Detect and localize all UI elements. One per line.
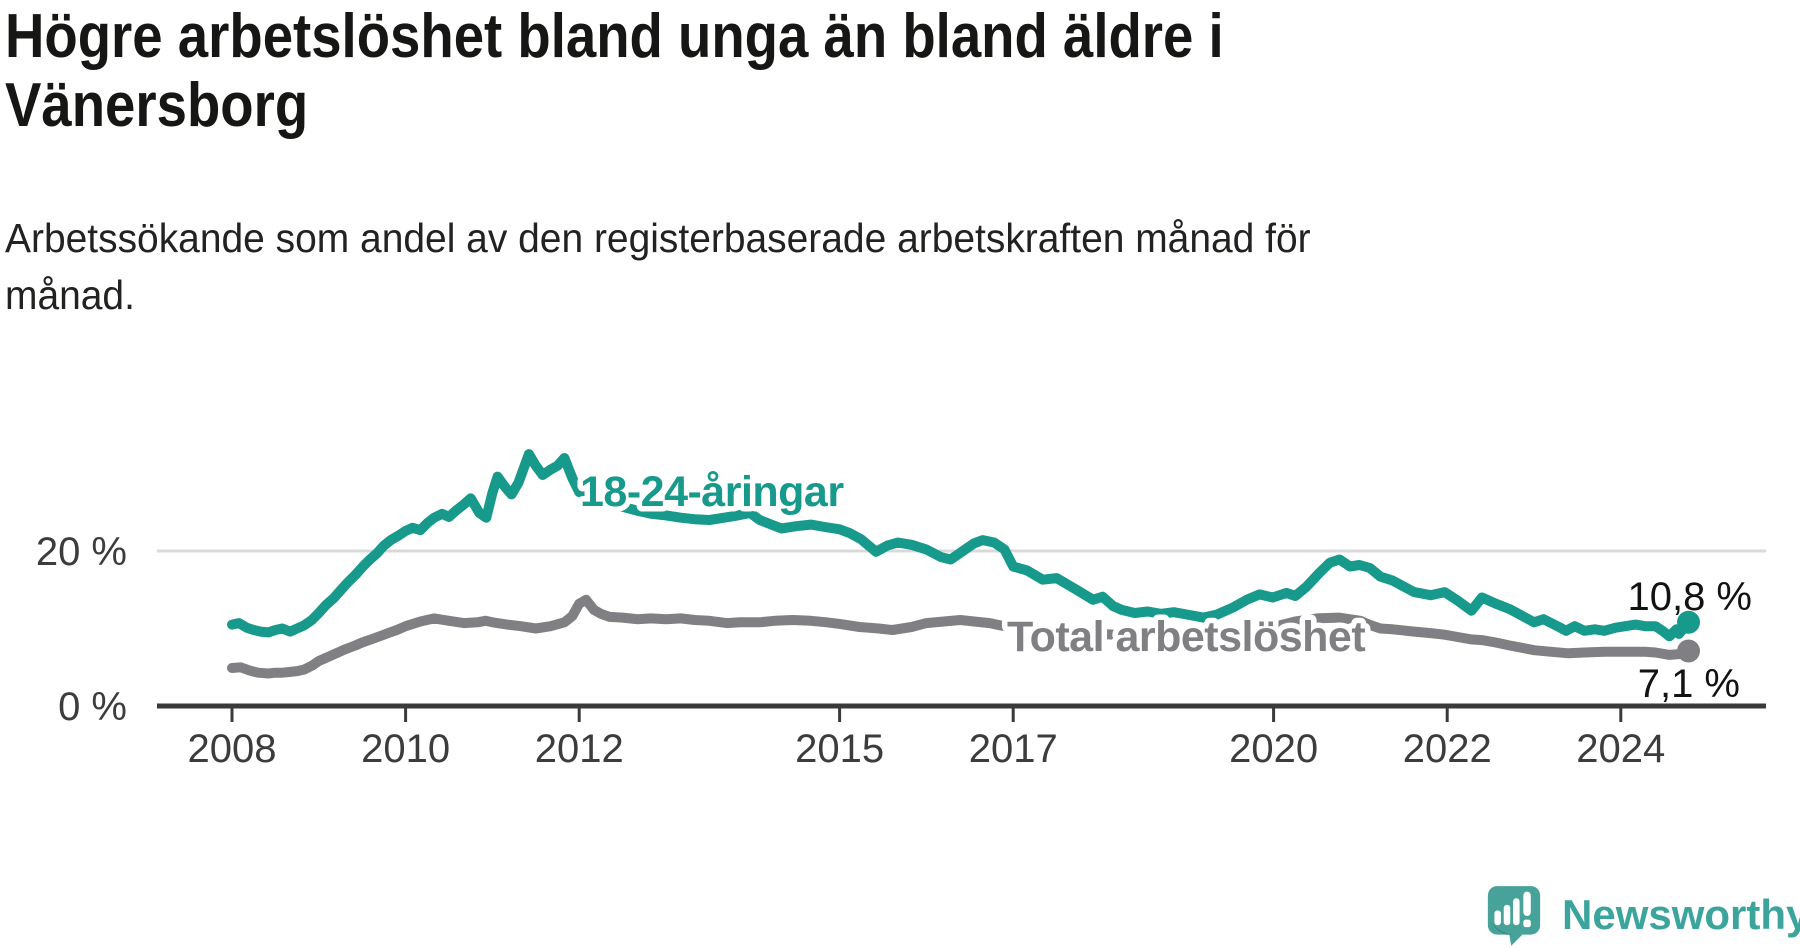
x-tick-label-2022: 2022 <box>1403 727 1492 771</box>
chart-title-line-1: Högre arbetslöshet bland unga än bland ä… <box>5 2 1224 71</box>
x-tick-label-2015: 2015 <box>795 727 884 771</box>
x-tick-label-2010: 2010 <box>361 727 450 771</box>
series-end-value-youth: 10,8 % <box>1627 575 1752 619</box>
logo-bar-1 <box>1494 910 1501 926</box>
x-tick-label-2017: 2017 <box>969 727 1058 771</box>
y-tick-label-20-pct: 20 % <box>36 530 127 574</box>
chart-subtitle-line-1: Arbetssökande som andel av den registerb… <box>5 215 1311 261</box>
series-end-value-total: 7,1 % <box>1638 662 1740 706</box>
newsworthy-wordmark: Newsworthy <box>1562 891 1800 938</box>
newsworthy-logo-icon <box>1487 886 1541 946</box>
series-label-total: Total arbetslöshet <box>1007 613 1365 661</box>
labels-layer: 18-24-åringar 10,8 % Total arbetslöshet 7,1… <box>575 463 1753 707</box>
x-tick-label-2020: 2020 <box>1229 727 1318 771</box>
chart-subtitle-line-2: månad. <box>5 272 135 318</box>
series-end-dot-total <box>1677 639 1701 663</box>
x-tick-label-2008: 2008 <box>188 727 277 771</box>
chart-title: Högre arbetslöshet bland unga än bland ä… <box>5 2 1224 140</box>
x-tick-label-2012: 2012 <box>535 727 624 771</box>
x-tick-label-2024: 2024 <box>1576 727 1665 771</box>
chart-subtitle: Arbetssökande som andel av den registerb… <box>5 210 1311 324</box>
series-layer <box>227 449 1694 679</box>
logo-bar-2 <box>1503 904 1511 926</box>
chart-title-line-2: Vänersborg <box>5 71 309 140</box>
logo-fold <box>1489 919 1516 935</box>
y-tick-label-0-pct: 0 % <box>58 685 127 729</box>
logo-exclamation-bar <box>1523 891 1531 916</box>
logo-bar-3 <box>1513 898 1520 926</box>
series-label-youth: 18-24-åringar <box>580 468 844 516</box>
logo-exclamation-dot <box>1523 919 1531 928</box>
series-end-dot-youth <box>1677 610 1701 634</box>
series-line-youth <box>227 449 1694 642</box>
series-line-total <box>227 594 1694 679</box>
axis-layer: 2008 2010 2012 2015 2017 2020 2022 2024 0 % 20 % <box>36 530 1766 771</box>
newsworthy-brand: Newsworthy <box>1486 884 1800 946</box>
